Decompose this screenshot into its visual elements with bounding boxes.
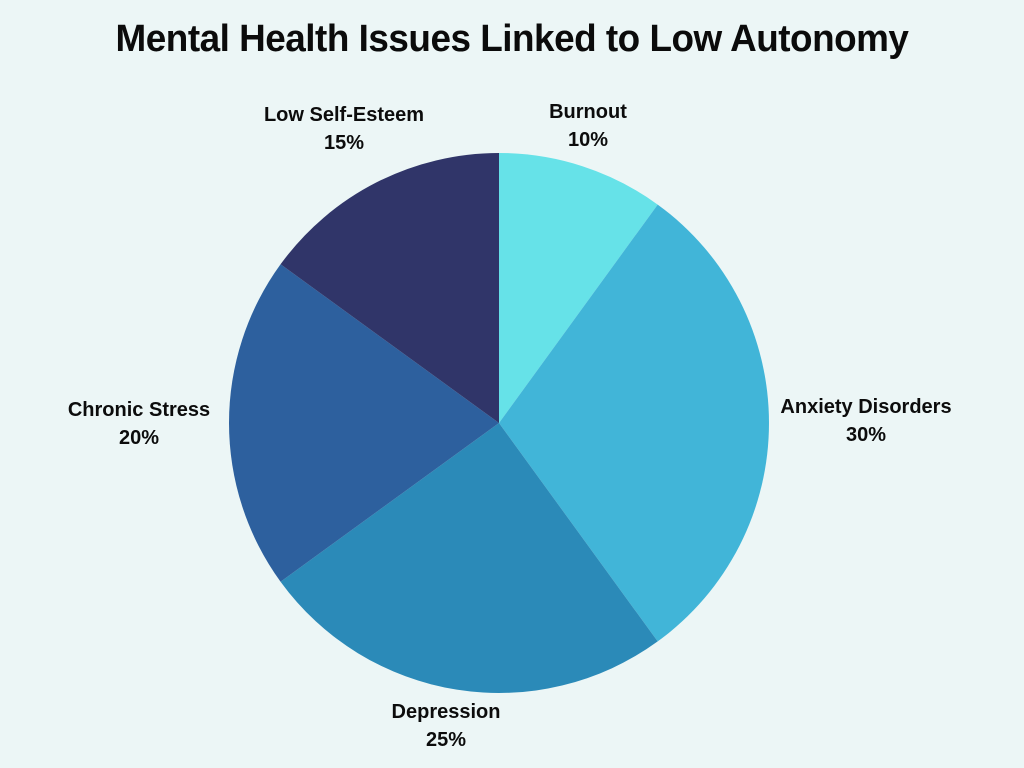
pie-slice-low-self-esteem xyxy=(280,153,499,423)
slice-label-burnout: Burnout 10% xyxy=(488,98,688,154)
slice-label-percent: 25% xyxy=(425,729,467,751)
slice-label-percent: 30% xyxy=(845,424,887,446)
slice-label-anxiety-disorders: Anxiety Disorders 30% xyxy=(741,393,991,449)
pie-slice-depression xyxy=(280,423,658,693)
slice-label-percent: 20% xyxy=(118,427,160,449)
pie-slice-burnout xyxy=(499,153,658,423)
slice-label-name: Anxiety Disorders xyxy=(780,396,952,418)
pie-slice-chronic-stress xyxy=(229,264,499,582)
slice-label-name: Burnout xyxy=(549,101,627,123)
slice-label-name: Low Self-Esteem xyxy=(263,104,425,126)
chart-title: Mental Health Issues Linked to Low Auton… xyxy=(115,18,909,60)
slice-label-low-self-esteem: Low Self-Esteem 15% xyxy=(244,101,444,157)
slice-label-depression: Depression 25% xyxy=(346,698,546,754)
slice-label-name: Chronic Stress xyxy=(67,399,211,421)
slice-label-chronic-stress: Chronic Stress 20% xyxy=(39,396,239,452)
pie-slice-anxiety-disorders xyxy=(499,204,769,642)
slice-label-name: Depression xyxy=(391,701,501,723)
slice-label-percent: 15% xyxy=(323,132,365,154)
slice-label-percent: 10% xyxy=(567,129,609,151)
